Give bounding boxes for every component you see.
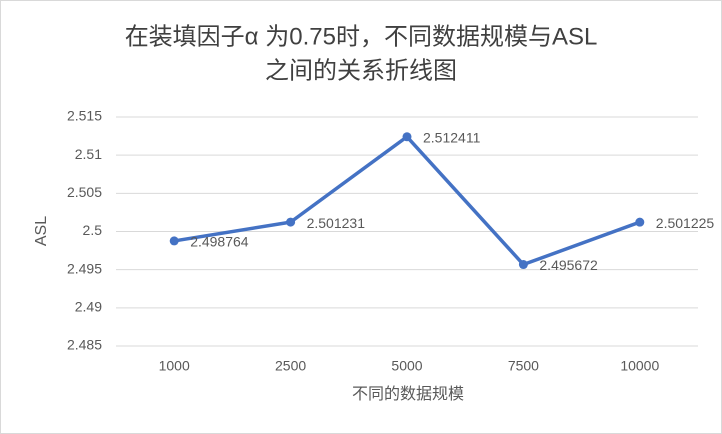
- data-point: [169, 236, 179, 246]
- y-tick-label: 2.515: [67, 108, 102, 124]
- data-point: [635, 217, 645, 227]
- x-tick-label: 5000: [391, 358, 422, 374]
- data-label: 2.498764: [190, 234, 249, 250]
- y-tick-label: 2.485: [67, 337, 102, 353]
- x-axis-title: 不同的数据规模: [352, 385, 464, 403]
- y-tick-label: 2.5: [83, 222, 103, 238]
- x-tick-label: 1000: [159, 358, 190, 374]
- chart-title: 在装填因子α 为0.75时，不同数据规模与ASL: [125, 23, 598, 50]
- data-label: 2.495672: [539, 257, 598, 273]
- y-axis-title: ASL: [33, 216, 50, 246]
- data-label: 2.512411: [423, 129, 481, 145]
- data-label: 2.501231: [307, 215, 366, 231]
- y-tick-label: 2.49: [75, 299, 102, 315]
- data-point: [286, 217, 296, 227]
- chart-title: 之间的关系折线图: [265, 57, 457, 84]
- x-tick-label: 10000: [620, 358, 659, 374]
- data-label: 2.501225: [656, 215, 715, 231]
- x-tick-label: 2500: [275, 358, 306, 374]
- data-point: [518, 260, 528, 270]
- y-tick-label: 2.505: [67, 184, 102, 200]
- x-tick-label: 7500: [508, 358, 539, 374]
- y-tick-label: 2.51: [75, 146, 102, 162]
- data-point: [402, 132, 412, 142]
- y-tick-label: 2.495: [67, 260, 102, 276]
